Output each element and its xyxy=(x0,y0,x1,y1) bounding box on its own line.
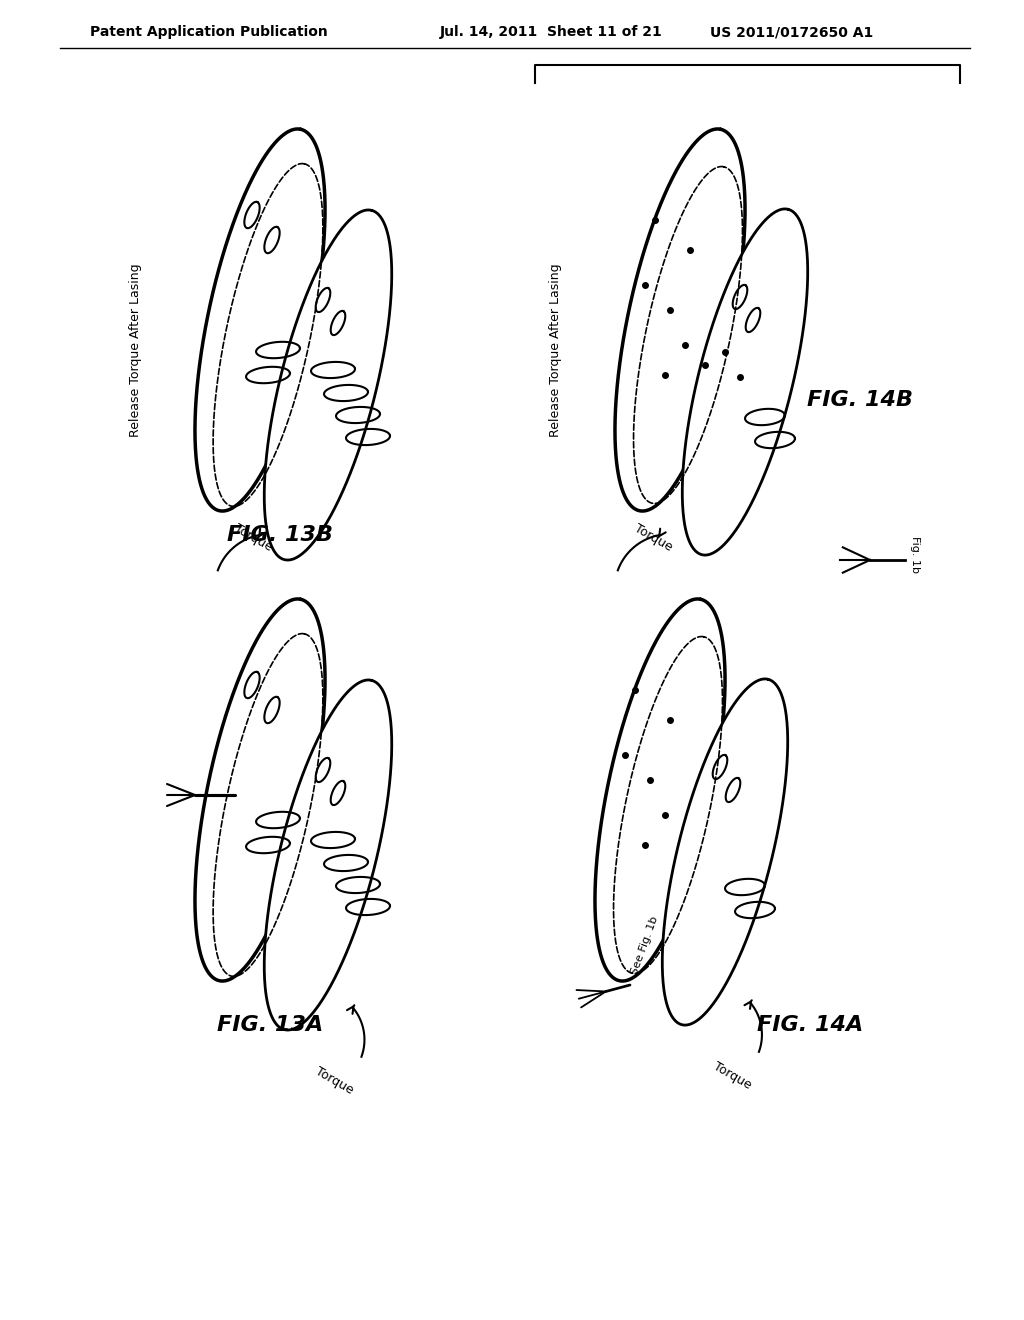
Text: See Fig. 1b: See Fig. 1b xyxy=(630,915,660,975)
Polygon shape xyxy=(595,599,725,981)
Text: Release Torque After Lasing: Release Torque After Lasing xyxy=(128,263,141,437)
Text: Torque: Torque xyxy=(313,1065,355,1097)
Polygon shape xyxy=(195,129,325,511)
Text: Patent Application Publication: Patent Application Publication xyxy=(90,25,328,40)
Polygon shape xyxy=(663,678,787,1026)
Polygon shape xyxy=(682,209,808,556)
Polygon shape xyxy=(264,210,392,560)
Text: FIG. 14A: FIG. 14A xyxy=(757,1015,863,1035)
Text: FIG. 14B: FIG. 14B xyxy=(807,389,913,411)
Polygon shape xyxy=(264,680,392,1030)
Text: FIG. 13A: FIG. 13A xyxy=(217,1015,324,1035)
Polygon shape xyxy=(615,129,745,511)
Text: FIG. 13B: FIG. 13B xyxy=(227,525,333,545)
Text: Torque: Torque xyxy=(231,521,274,553)
Text: Fig. 1b: Fig. 1b xyxy=(910,536,920,573)
Text: Jul. 14, 2011  Sheet 11 of 21: Jul. 14, 2011 Sheet 11 of 21 xyxy=(440,25,663,40)
Text: US 2011/0172650 A1: US 2011/0172650 A1 xyxy=(710,25,873,40)
Text: Torque: Torque xyxy=(632,521,675,553)
Polygon shape xyxy=(195,599,325,981)
Text: Torque: Torque xyxy=(711,1060,754,1092)
Text: Release Torque After Lasing: Release Torque After Lasing xyxy=(549,263,561,437)
